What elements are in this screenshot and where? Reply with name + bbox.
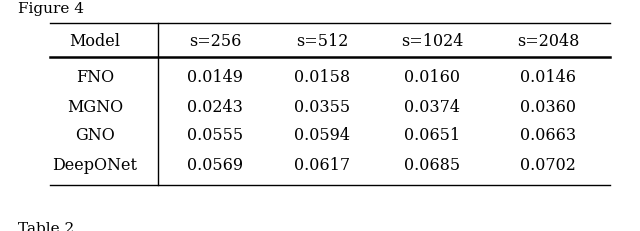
Text: 0.0355: 0.0355 bbox=[294, 98, 350, 116]
Text: 0.0160: 0.0160 bbox=[404, 70, 460, 86]
Text: s=1024: s=1024 bbox=[401, 33, 463, 51]
Text: Table 2: Table 2 bbox=[18, 222, 74, 231]
Text: 0.0158: 0.0158 bbox=[294, 70, 350, 86]
Text: s=512: s=512 bbox=[296, 33, 348, 51]
Text: 0.0146: 0.0146 bbox=[520, 70, 576, 86]
Text: s=256: s=256 bbox=[189, 33, 241, 51]
Text: Figure 4: Figure 4 bbox=[18, 2, 84, 16]
Text: 0.0569: 0.0569 bbox=[187, 156, 243, 173]
Text: Model: Model bbox=[70, 33, 120, 51]
Text: 0.0685: 0.0685 bbox=[404, 156, 460, 173]
Text: 0.0617: 0.0617 bbox=[294, 156, 350, 173]
Text: 0.0149: 0.0149 bbox=[187, 70, 243, 86]
Text: 0.0651: 0.0651 bbox=[404, 128, 460, 145]
Text: FNO: FNO bbox=[76, 70, 114, 86]
Text: 0.0243: 0.0243 bbox=[187, 98, 243, 116]
Text: GNO: GNO bbox=[75, 128, 115, 145]
Text: 0.0360: 0.0360 bbox=[520, 98, 576, 116]
Text: s=2048: s=2048 bbox=[517, 33, 579, 51]
Text: 0.0663: 0.0663 bbox=[520, 128, 576, 145]
Text: 0.0702: 0.0702 bbox=[520, 156, 576, 173]
Text: 0.0594: 0.0594 bbox=[294, 128, 350, 145]
Text: DeepONet: DeepONet bbox=[52, 156, 138, 173]
Text: 0.0374: 0.0374 bbox=[404, 98, 460, 116]
Text: MGNO: MGNO bbox=[67, 98, 123, 116]
Text: 0.0555: 0.0555 bbox=[187, 128, 243, 145]
